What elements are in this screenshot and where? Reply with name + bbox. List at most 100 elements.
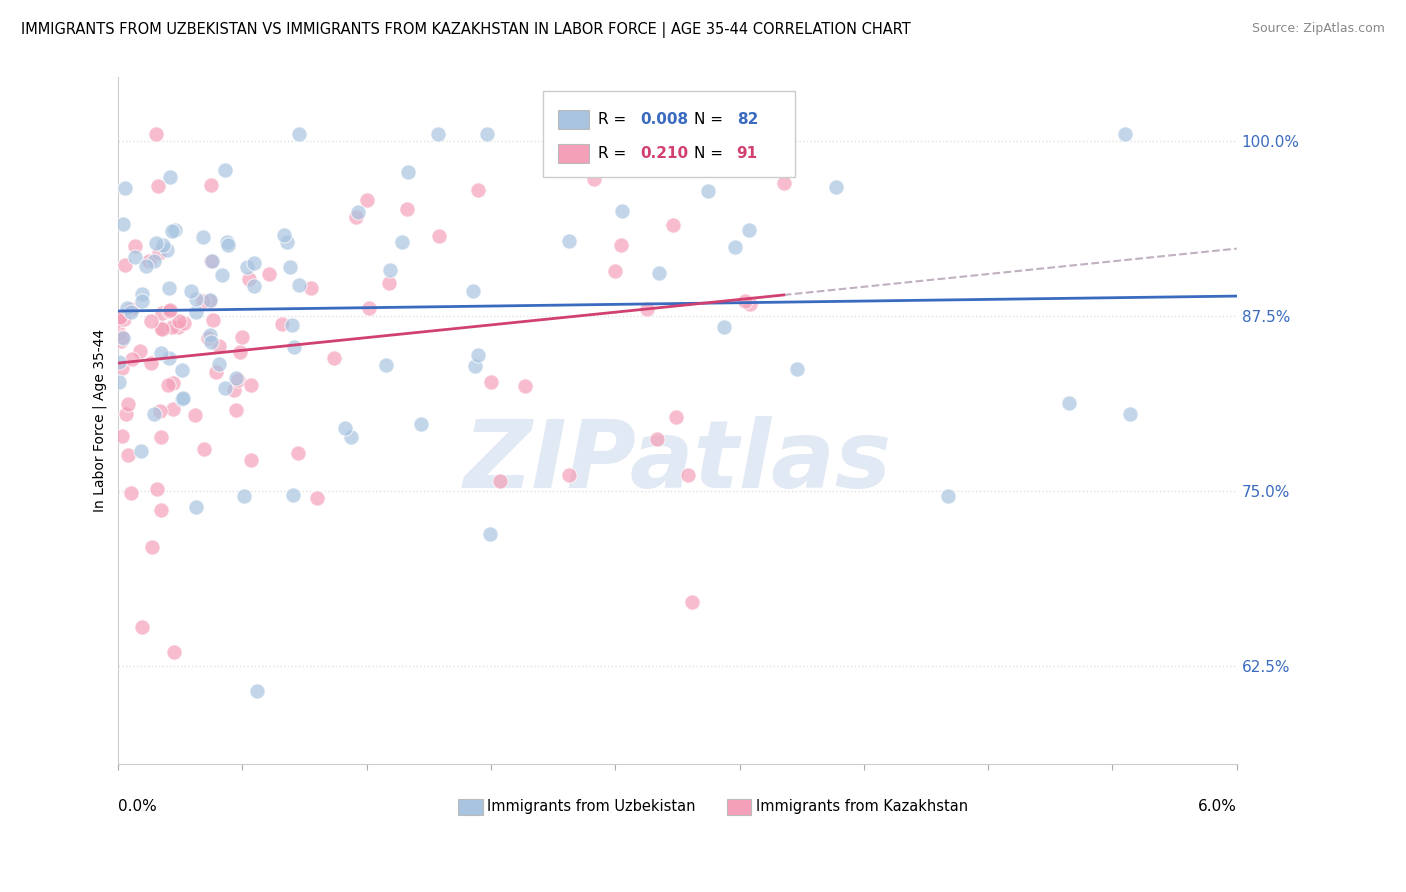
FancyBboxPatch shape [543, 91, 794, 177]
Point [114, 258, 136, 272]
Point [191, 294, 214, 309]
Text: R =: R = [598, 112, 631, 127]
Point [200, 178, 222, 193]
Text: Source: ZipAtlas.com: Source: ZipAtlas.com [1251, 22, 1385, 36]
Point [135, 259, 157, 273]
Point [215, 235, 238, 249]
Point [772, 176, 794, 190]
Point [193, 442, 215, 456]
Text: 0.0%: 0.0% [118, 799, 156, 814]
Point [610, 204, 633, 219]
Point [713, 320, 735, 334]
Point [172, 392, 194, 406]
Point [636, 302, 658, 317]
Point [665, 409, 688, 424]
Point [786, 362, 808, 376]
Point [124, 239, 146, 253]
Point [681, 594, 703, 608]
Point [299, 281, 322, 295]
Point [112, 312, 135, 326]
Point [229, 345, 252, 359]
Point [159, 351, 181, 366]
Point [150, 430, 173, 444]
Text: 6.0%: 6.0% [1198, 799, 1237, 814]
Point [772, 161, 794, 176]
Point [157, 303, 180, 318]
Point [131, 287, 153, 301]
Point [167, 320, 190, 334]
Point [129, 343, 152, 358]
Point [648, 266, 671, 280]
Point [231, 330, 253, 344]
Point [243, 256, 266, 270]
Point [557, 467, 579, 482]
Point [288, 278, 311, 293]
Point [129, 444, 152, 458]
Point [467, 348, 489, 362]
Point [198, 293, 221, 308]
Point [356, 193, 378, 207]
Point [243, 279, 266, 293]
Point [232, 489, 254, 503]
Text: 91: 91 [737, 146, 758, 161]
Point [824, 179, 846, 194]
Point [281, 318, 304, 332]
Point [149, 345, 172, 359]
Text: Immigrants from Uzbekistan: Immigrants from Uzbekistan [486, 799, 696, 814]
Point [120, 486, 142, 500]
Point [149, 404, 172, 418]
Point [605, 263, 627, 277]
Point [409, 417, 432, 431]
Point [340, 430, 363, 444]
Point [278, 260, 301, 275]
Point [156, 377, 179, 392]
Point [283, 340, 305, 354]
Point [464, 359, 486, 373]
Point [479, 527, 502, 541]
Point [124, 250, 146, 264]
FancyBboxPatch shape [558, 110, 589, 129]
Point [461, 285, 484, 299]
Point [557, 234, 579, 248]
Point [117, 397, 139, 411]
Y-axis label: In Labor Force | Age 35-44: In Labor Force | Age 35-44 [93, 329, 107, 513]
Point [238, 272, 260, 286]
Text: 0.210: 0.210 [640, 146, 689, 161]
Point [115, 301, 138, 315]
Point [143, 407, 166, 421]
Text: Immigrants from Kazakhstan: Immigrants from Kazakhstan [755, 799, 967, 814]
Point [202, 313, 225, 327]
Point [305, 491, 328, 505]
Point [488, 475, 510, 489]
Point [225, 402, 247, 417]
Point [515, 379, 537, 393]
Point [288, 127, 311, 141]
Point [110, 330, 132, 344]
Point [740, 297, 762, 311]
Point [148, 178, 170, 193]
Point [357, 301, 380, 316]
Point [111, 428, 134, 442]
Text: N =: N = [695, 112, 728, 127]
Point [117, 448, 139, 462]
Point [107, 313, 129, 327]
Point [200, 335, 222, 350]
Point [246, 683, 269, 698]
Point [163, 223, 186, 237]
Point [131, 293, 153, 308]
Point [734, 293, 756, 308]
Point [108, 326, 131, 341]
Point [240, 378, 263, 392]
Point [395, 202, 418, 216]
Text: N =: N = [695, 146, 728, 161]
Point [427, 229, 450, 244]
Point [276, 235, 298, 249]
Point [115, 407, 138, 421]
Point [346, 205, 368, 219]
Text: ZIPatlas: ZIPatlas [464, 417, 891, 508]
Point [479, 375, 502, 389]
Point [239, 452, 262, 467]
Point [281, 488, 304, 502]
Point [198, 293, 221, 308]
Point [214, 162, 236, 177]
